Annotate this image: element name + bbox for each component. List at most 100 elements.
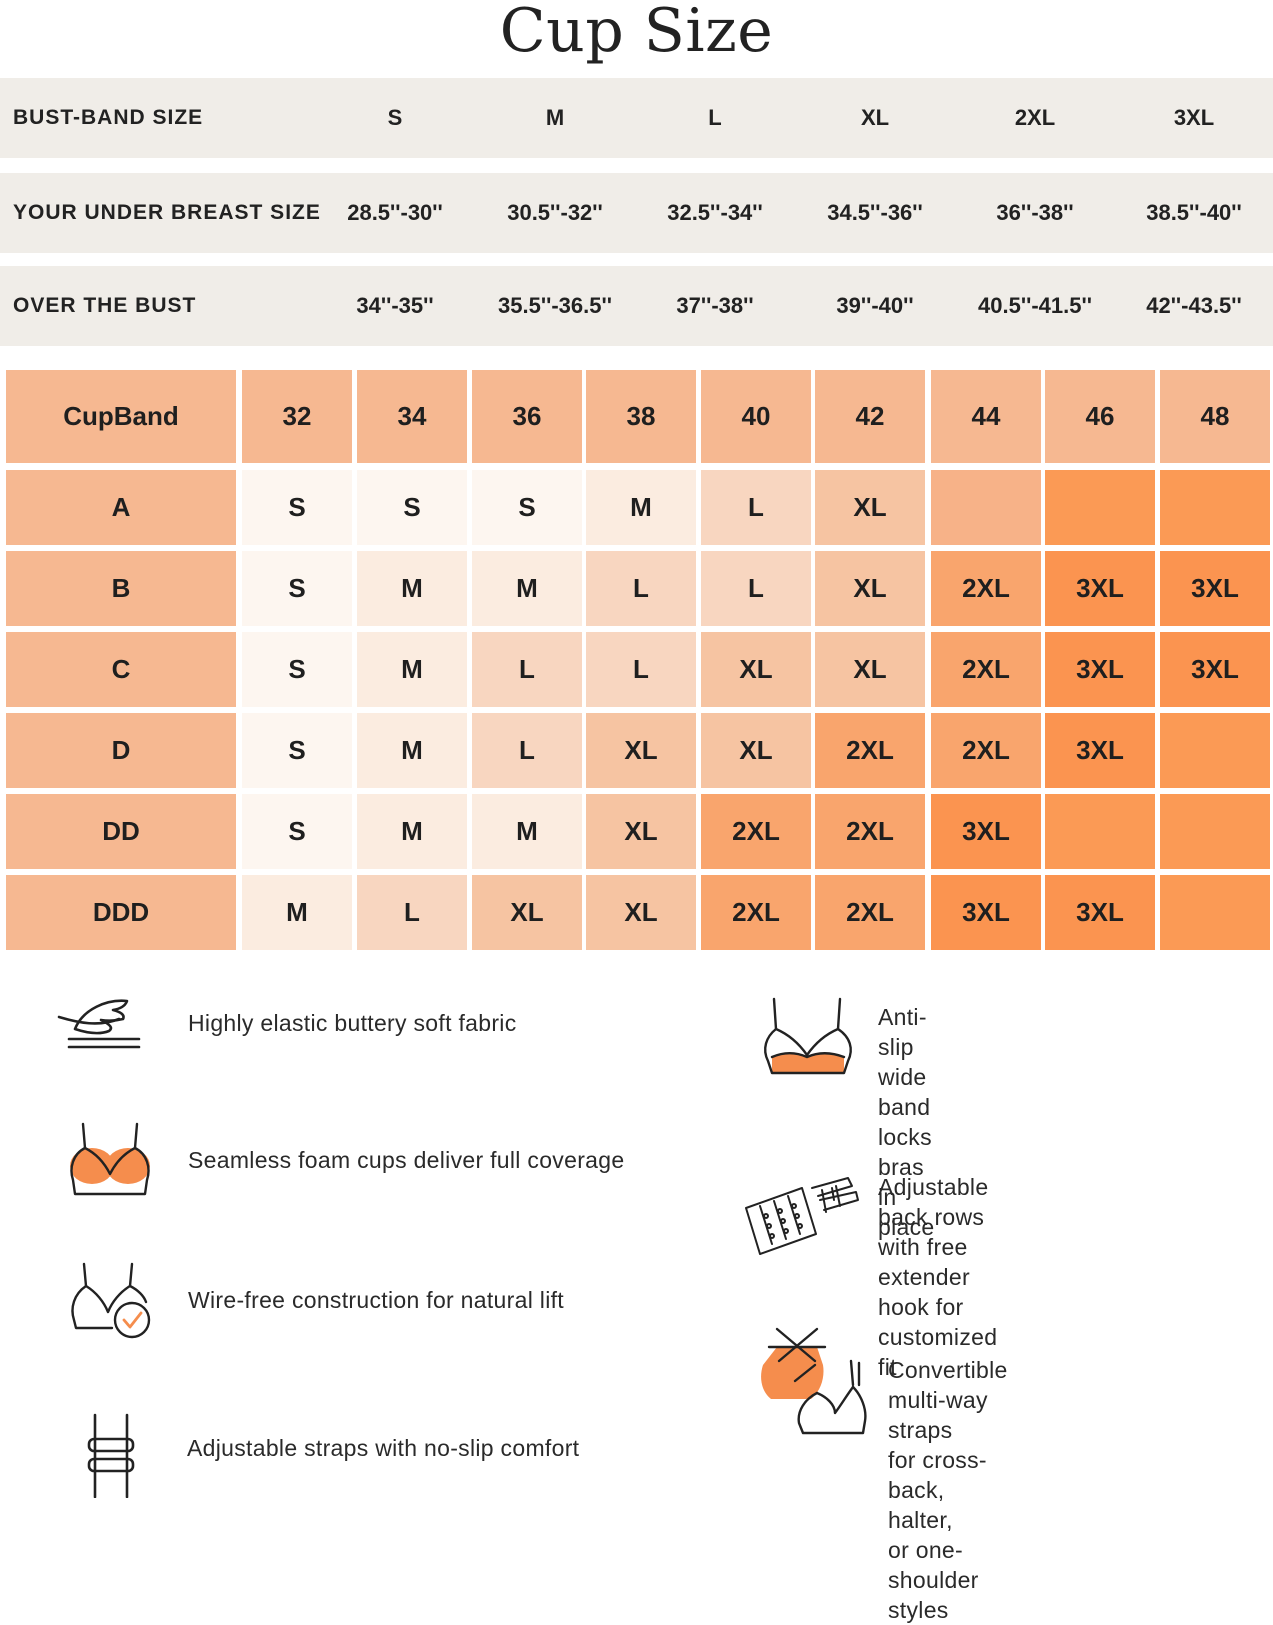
size-cell: XL <box>586 875 696 950</box>
cup-label: DD <box>6 794 236 869</box>
size-value: 37''-38'' <box>676 293 754 318</box>
size-cell: 3XL <box>1045 632 1155 707</box>
band-header: 46 <box>1045 370 1155 463</box>
feature-text: Highly elastic buttery soft fabric <box>188 1010 517 1036</box>
feature-text: Wire-free construction for natural lift <box>188 1287 564 1313</box>
size-value: 42''-43.5'' <box>1146 293 1242 318</box>
adjustable-strap-icon <box>87 1413 135 1498</box>
row-label: BUST-BAND SIZE <box>13 106 204 129</box>
size-cell: M <box>357 632 467 707</box>
cup-label: DDD <box>6 875 236 950</box>
band-header: 44 <box>931 370 1041 463</box>
empty-cell <box>1160 794 1270 869</box>
size-cell: 3XL <box>1160 632 1270 707</box>
size-cell: 3XL <box>1045 875 1155 950</box>
size-cell: S <box>242 551 352 626</box>
size-value: 2XL <box>1014 105 1056 130</box>
size-value: XL <box>860 105 890 130</box>
band-header: 32 <box>242 370 352 463</box>
size-value: 40.5''-41.5'' <box>978 293 1092 318</box>
size-cell: XL <box>472 875 582 950</box>
cup-label: A <box>6 470 236 545</box>
foam-cups-bra-icon <box>70 1122 150 1196</box>
size-cell: 2XL <box>931 551 1041 626</box>
row-label: OVER THE BUST <box>13 294 197 317</box>
cup-label: B <box>6 551 236 626</box>
size-value: 30.5''-32'' <box>507 200 603 225</box>
size-cell: XL <box>586 794 696 869</box>
size-value: S <box>387 105 403 130</box>
size-cell: XL <box>815 632 925 707</box>
row-label: YOUR UNDER BREAST SIZE <box>13 201 321 224</box>
size-cell: XL <box>701 632 811 707</box>
band-header: 38 <box>586 370 696 463</box>
table-corner-header: CupBand <box>6 370 236 463</box>
size-value: 38.5''-40'' <box>1146 200 1242 225</box>
size-cell: L <box>701 551 811 626</box>
empty-cell <box>931 470 1041 545</box>
size-cell: M <box>357 713 467 788</box>
size-cell: L <box>586 551 696 626</box>
band-header: 42 <box>815 370 925 463</box>
empty-cell <box>1160 875 1270 950</box>
size-cell: 2XL <box>815 713 925 788</box>
back-hooks-icon <box>745 1177 859 1255</box>
convertible-straps-icon <box>761 1327 867 1435</box>
band-header: 48 <box>1160 370 1270 463</box>
feature-text: Seamless foam cups deliver full coverage <box>188 1147 625 1173</box>
size-cell: 2XL <box>815 875 925 950</box>
size-value: 3XL <box>1173 105 1215 130</box>
size-value: 36''-38'' <box>996 200 1074 225</box>
cup-label: C <box>6 632 236 707</box>
band-header: 36 <box>472 370 582 463</box>
size-cell: 3XL <box>1045 713 1155 788</box>
empty-cell <box>1160 713 1270 788</box>
feature-text: Adjustable straps with no-slip comfort <box>187 1435 580 1461</box>
empty-cell <box>1045 794 1155 869</box>
size-cell: 2XL <box>815 794 925 869</box>
size-cell: XL <box>701 713 811 788</box>
empty-cell <box>1045 470 1155 545</box>
size-cell: 3XL <box>1160 551 1270 626</box>
size-cell: M <box>472 551 582 626</box>
size-cell: 2XL <box>931 713 1041 788</box>
size-cell: 3XL <box>931 794 1041 869</box>
size-cell: L <box>472 632 582 707</box>
size-cell: XL <box>586 713 696 788</box>
size-cell: L <box>472 713 582 788</box>
size-value: 34.5''-36'' <box>827 200 923 225</box>
cup-label: D <box>6 713 236 788</box>
size-cell: XL <box>815 470 925 545</box>
size-cell: 2XL <box>701 794 811 869</box>
size-value: 28.5''-30'' <box>347 200 443 225</box>
page-title: Cup Size <box>499 0 774 66</box>
size-cell: S <box>242 632 352 707</box>
feature-text: Convertible multi-way straps for cross-b… <box>888 1357 1008 1623</box>
empty-cell <box>1160 470 1270 545</box>
band-header: 40 <box>701 370 811 463</box>
size-cell: M <box>242 875 352 950</box>
size-value: M <box>545 105 565 130</box>
size-cell: 2XL <box>931 632 1041 707</box>
size-cell: L <box>586 632 696 707</box>
feather-icon <box>57 999 141 1049</box>
size-value: L <box>708 105 722 130</box>
size-cell: L <box>701 470 811 545</box>
feature-text: Anti-slip wide band locks bras in place <box>878 1004 935 1240</box>
feature-text: Adjustable back rows with free extender … <box>878 1174 998 1380</box>
size-cell: 3XL <box>1045 551 1155 626</box>
wire-free-bra-icon <box>71 1262 151 1339</box>
size-cell: M <box>586 470 696 545</box>
band-header: 34 <box>357 370 467 463</box>
size-cell: S <box>242 470 352 545</box>
size-cell: M <box>472 794 582 869</box>
size-cell: M <box>357 794 467 869</box>
size-cell: 3XL <box>931 875 1041 950</box>
size-cell: 2XL <box>701 875 811 950</box>
size-cell: M <box>357 551 467 626</box>
size-cell: S <box>242 794 352 869</box>
size-cell: S <box>242 713 352 788</box>
size-cell: XL <box>815 551 925 626</box>
size-value: 34''-35'' <box>356 293 434 318</box>
size-value: 39''-40'' <box>836 293 914 318</box>
